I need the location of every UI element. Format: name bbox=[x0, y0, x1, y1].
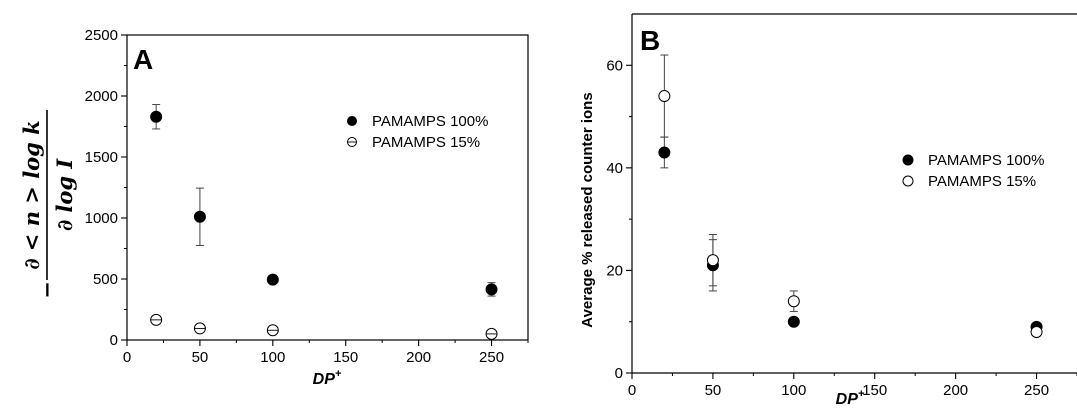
chart-b-x-tick-label: 250 bbox=[1024, 382, 1049, 399]
chart-a-x-tick-label: 200 bbox=[406, 349, 431, 366]
chart-a-legend-label: PAMAMPS 15% bbox=[372, 134, 480, 151]
chart-b-legend-item: PAMAMPS 15% bbox=[902, 173, 1036, 190]
chart-a-point-series-1-shape bbox=[485, 283, 498, 296]
chart-b-legend: PAMAMPS 100% PAMAMPS 15% bbox=[902, 152, 1044, 190]
chart-b-point-series-2 bbox=[787, 295, 800, 308]
chart-b-x-tick-label: 100 bbox=[781, 382, 806, 399]
chart-b-legend-item: PAMAMPS 100% bbox=[902, 152, 1044, 169]
chart-b-legend-marker-shape bbox=[902, 175, 914, 187]
chart-a-legend-marker bbox=[347, 116, 357, 126]
chart-b-panel-label: B bbox=[640, 25, 660, 56]
chart-a-point-series-2 bbox=[485, 327, 498, 340]
chart-a-x-tick-label: 250 bbox=[479, 349, 504, 366]
chart-b-x-tick-label: 200 bbox=[943, 382, 968, 399]
chart-a-point-series-2 bbox=[266, 324, 279, 337]
chart-b-points bbox=[658, 90, 1043, 338]
chart-b-x-tick-label: 50 bbox=[705, 382, 722, 399]
chart-a-legend-item: PAMAMPS 15% bbox=[347, 134, 480, 151]
chart-a-point-series-1 bbox=[266, 273, 279, 286]
chart-a-y-tick-label: 2000 bbox=[85, 88, 118, 105]
chart-a-legend-marker-shape bbox=[347, 116, 357, 126]
chart-b-legend-marker bbox=[902, 175, 914, 187]
chart-a-point-series-2 bbox=[150, 313, 163, 326]
chart-b-y-tick-label: 60 bbox=[606, 57, 623, 74]
chart-a-y-label-denominator: ∂ log I bbox=[52, 158, 77, 232]
chart-a-y-label-prefix: − bbox=[34, 281, 59, 299]
chart-a-x-tick-label: 100 bbox=[260, 349, 285, 366]
chart-b: 0 20 40 60 0 50 100 150 200 250 B DP+ Average % … bbox=[579, 13, 1077, 408]
chart-a-legend: PAMAMPS 100% PAMAMPS 15% bbox=[347, 113, 488, 151]
chart-a-y-label: ∂ < n > log k ∂ log I − bbox=[19, 110, 77, 299]
chart-a-y-axis: 0 500 1000 1500 2000 2500 bbox=[85, 27, 127, 349]
chart-a-y-tick-label: 1000 bbox=[85, 210, 118, 227]
chart-b-y-tick-label: 20 bbox=[606, 262, 623, 279]
chart-a-x-label: DP+ bbox=[313, 368, 342, 388]
chart-b-point-series-2-shape bbox=[658, 90, 671, 103]
chart-a-points bbox=[150, 110, 498, 340]
chart-b-point-series-2 bbox=[706, 254, 719, 267]
chart-a-frame bbox=[126, 34, 529, 341]
chart-b-legend-marker-shape bbox=[902, 154, 914, 166]
chart-b-y-label: Average % released counter ions bbox=[579, 92, 596, 327]
chart-a-point-series-2 bbox=[193, 322, 206, 335]
chart-a-y-tick-label: 1500 bbox=[85, 149, 118, 166]
chart-a-panel-label: A bbox=[133, 44, 153, 75]
chart-b-x-label: DP+ bbox=[836, 388, 865, 408]
chart-b-point-series-2 bbox=[1030, 325, 1043, 338]
chart-a-y-tick-label: 500 bbox=[93, 271, 118, 288]
chart-b-point-series-2-shape bbox=[1030, 325, 1043, 338]
chart-a-point-series-1 bbox=[150, 110, 163, 123]
chart-a-y-tick-label: 2500 bbox=[85, 27, 118, 44]
chart-b-point-series-1 bbox=[658, 146, 671, 159]
chart-b-error-bars bbox=[660, 54, 1041, 337]
chart-a-x-tick-label: 0 bbox=[123, 349, 131, 366]
chart-b-x-tick-label: 0 bbox=[628, 382, 636, 399]
chart-a: 0 500 1000 1500 2000 2500 0 50 100 150 200 250 A D… bbox=[19, 27, 529, 388]
chart-b-legend-label: PAMAMPS 100% bbox=[928, 152, 1044, 169]
chart-b-legend-marker bbox=[902, 154, 914, 166]
chart-a-x-tick-label: 150 bbox=[333, 349, 358, 366]
chart-a-point-series-1-shape bbox=[193, 210, 206, 223]
chart-b-point-series-2-shape bbox=[787, 295, 800, 308]
chart-a-point-series-1 bbox=[485, 283, 498, 296]
chart-a-point-series-1-shape bbox=[150, 110, 163, 123]
chart-a-x-axis: 0 50 100 150 200 250 bbox=[123, 340, 529, 366]
chart-a-x-tick-label: 50 bbox=[192, 349, 209, 366]
chart-a-y-tick-label: 0 bbox=[110, 332, 118, 349]
chart-b-point-series-1 bbox=[787, 315, 800, 328]
chart-a-point-series-1 bbox=[193, 210, 206, 223]
chart-b-legend-label: PAMAMPS 15% bbox=[928, 173, 1036, 190]
chart-b-y-axis: 0 20 40 60 bbox=[606, 57, 632, 382]
chart-a-point-series-1-shape bbox=[266, 273, 279, 286]
chart-b-point-series-2-shape bbox=[706, 254, 719, 267]
chart-b-point-series-1-shape bbox=[658, 146, 671, 159]
chart-b-point-series-2 bbox=[658, 90, 671, 103]
chart-b-y-tick-label: 40 bbox=[606, 160, 623, 177]
chart-b-x-tick-label: 150 bbox=[862, 382, 887, 399]
chart-b-y-tick-label: 0 bbox=[615, 365, 623, 382]
chart-a-legend-marker bbox=[347, 137, 357, 147]
chart-b-x-axis: 0 50 100 150 200 250 bbox=[628, 373, 1077, 399]
chart-a-legend-item: PAMAMPS 100% bbox=[347, 113, 488, 130]
chart-b-point-series-1-shape bbox=[787, 315, 800, 328]
chart-a-legend-label: PAMAMPS 100% bbox=[372, 113, 488, 130]
chart-a-y-label-numerator: ∂ < n > log k bbox=[19, 120, 44, 269]
